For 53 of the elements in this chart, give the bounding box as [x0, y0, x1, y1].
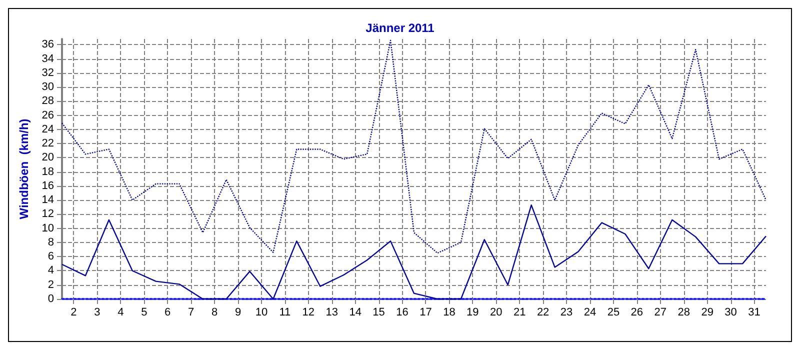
x-tick-label: 27: [654, 306, 667, 318]
y-axis-title: Windböen (km/h): [17, 118, 31, 220]
y-tick-label: 36: [42, 38, 54, 51]
x-tick-label: 8: [211, 306, 218, 318]
y-tick-label: 14: [42, 194, 54, 206]
x-tick-label: 26: [630, 306, 644, 318]
x-tick-label: 13: [326, 306, 338, 318]
chart-title: Jänner 2011: [366, 21, 435, 35]
y-tick-label: 10: [42, 222, 54, 234]
y-tick-label: 32: [42, 66, 54, 79]
x-tick-label: 4: [118, 306, 124, 318]
x-tick-label: 22: [536, 306, 550, 318]
x-tick-label: 29: [701, 306, 714, 318]
x-tick-label: 14: [349, 306, 362, 318]
x-tick-label: 7: [188, 306, 194, 318]
y-tick-label: 4: [48, 264, 54, 277]
x-tick-label: 6: [164, 306, 171, 318]
y-tick-label: 0: [48, 293, 54, 305]
x-tick-label: 2: [70, 306, 77, 318]
x-tick-label: 23: [560, 306, 573, 318]
x-tick-label: 9: [234, 306, 242, 318]
x-tick-label: 18: [443, 306, 456, 318]
y-tick-label: 28: [42, 95, 54, 108]
x-tick-label: 21: [513, 306, 526, 318]
y-tick-label: 22: [42, 138, 54, 150]
line-series: [61, 204, 767, 300]
x-tick-label: 31: [748, 306, 760, 318]
y-tick-label: 18: [42, 166, 54, 178]
y-tick-label: 8: [48, 236, 54, 248]
y-tick-label: 16: [42, 180, 54, 192]
x-tick-label: 30: [724, 306, 737, 318]
x-tick-label: 3: [94, 306, 100, 318]
y-tick-label: 2: [48, 278, 54, 291]
y-tick-label: 34: [42, 52, 54, 65]
x-tick-label: 19: [466, 306, 479, 318]
x-tick-label: 24: [584, 306, 596, 318]
y-tick-label: 26: [42, 109, 54, 122]
x-tick-label: 25: [607, 306, 620, 318]
y-tick-label: 12: [42, 208, 54, 220]
y-tick-label: 20: [42, 152, 54, 164]
x-tick-label: 20: [490, 306, 502, 318]
y-tick-label: 6: [48, 250, 54, 263]
x-tick-label: 15: [372, 306, 385, 318]
y-tick-label: 30: [42, 81, 54, 94]
x-tick-label: 16: [396, 306, 408, 318]
line-series: [61, 40, 767, 254]
x-tick-label: 10: [255, 306, 268, 318]
y-tick-label: 24: [42, 123, 54, 136]
x-tick-label: 17: [420, 306, 432, 318]
x-tick-label: 12: [302, 306, 315, 318]
x-tick-label: 28: [678, 306, 690, 318]
x-tick-label: 5: [141, 306, 148, 318]
x-tick-label: 11: [279, 306, 291, 318]
